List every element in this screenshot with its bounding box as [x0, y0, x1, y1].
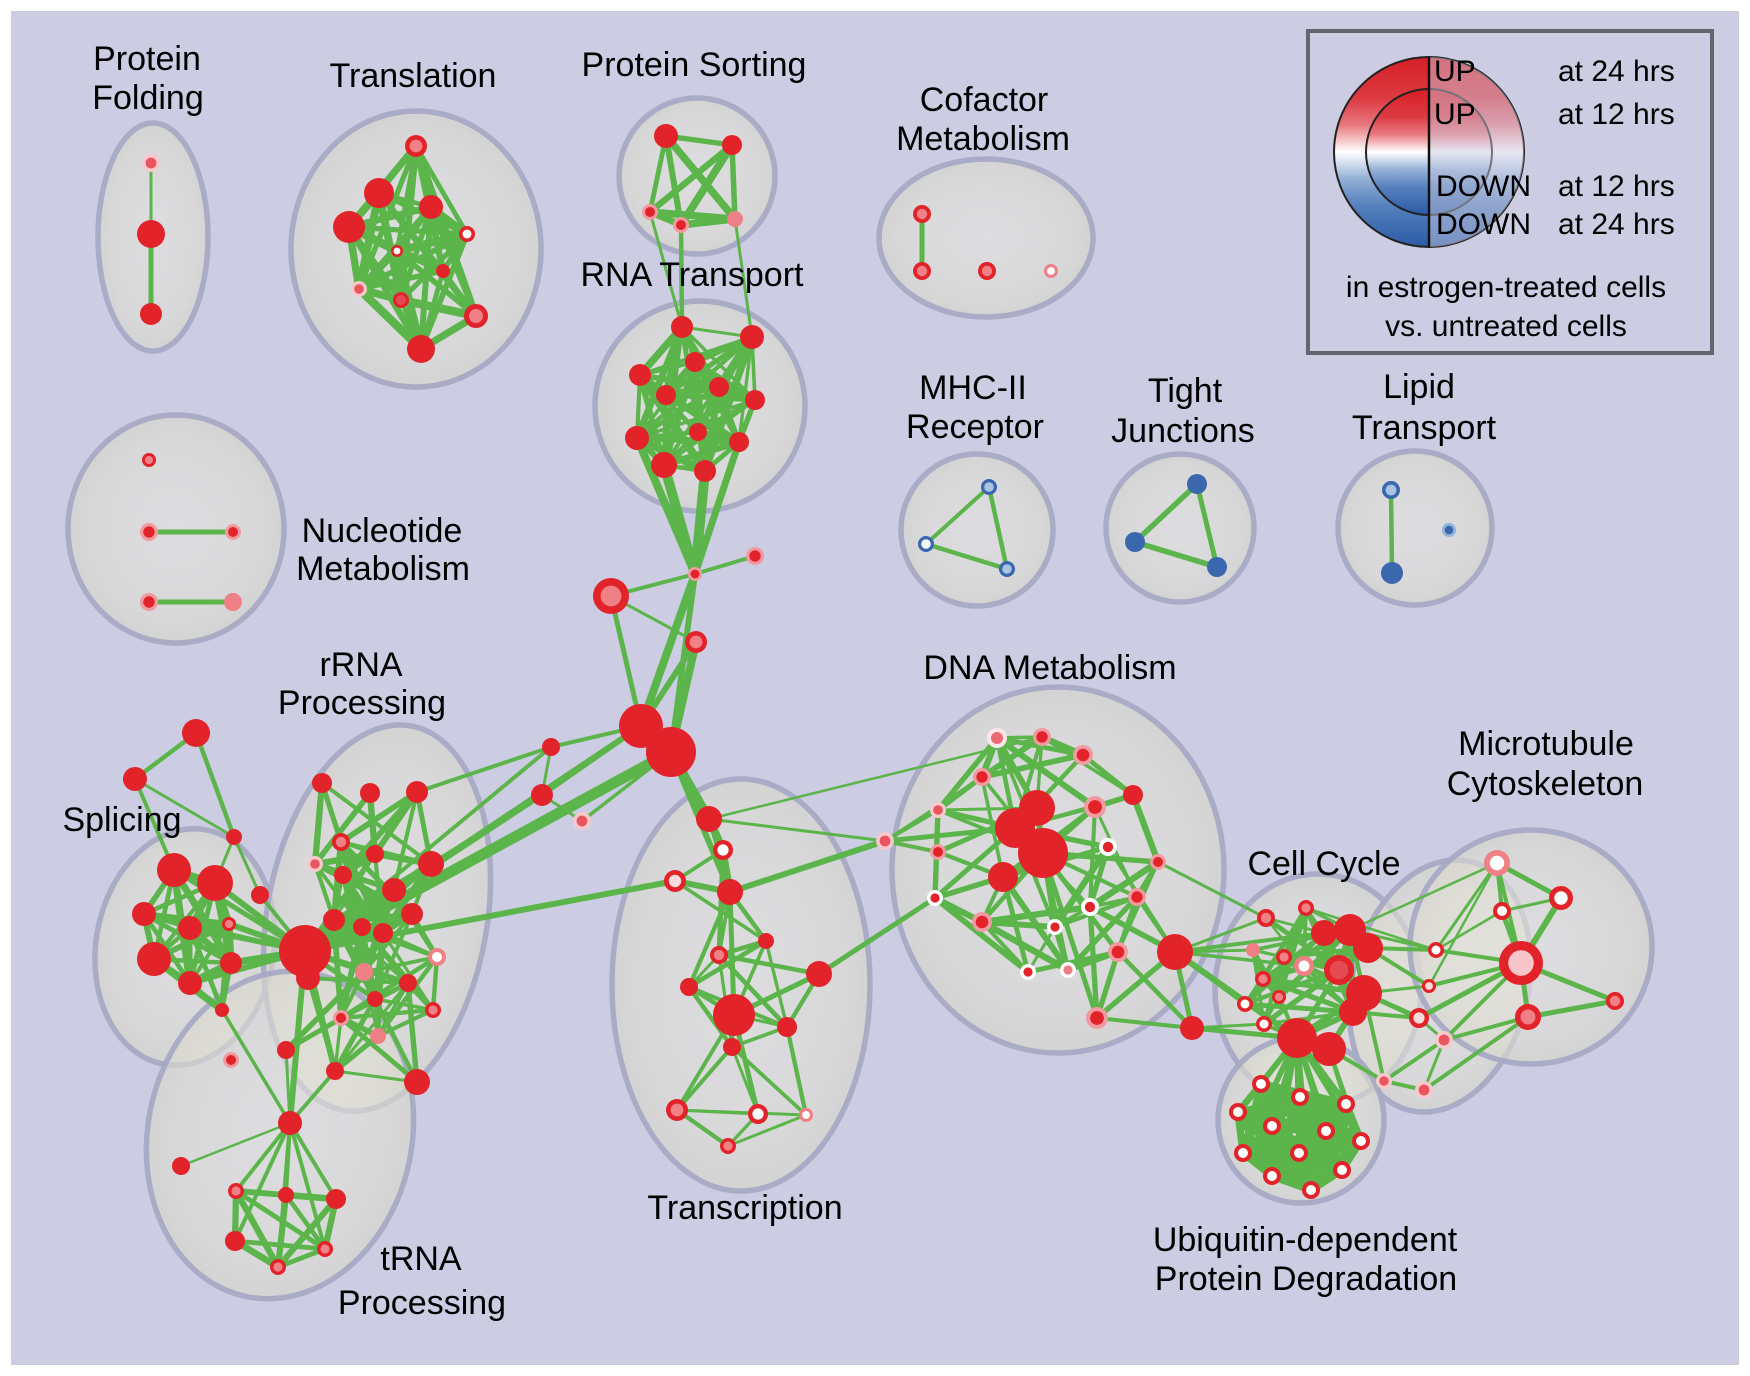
svg-text:Transport: Transport — [1352, 409, 1497, 447]
svg-text:Metabolism: Metabolism — [896, 120, 1070, 158]
svg-text:DOWN: DOWN — [1436, 170, 1531, 203]
svg-text:UP: UP — [1434, 55, 1476, 88]
svg-text:Protein Degradation: Protein Degradation — [1155, 1260, 1457, 1298]
svg-text:UP: UP — [1434, 98, 1476, 131]
svg-text:rRNA: rRNA — [319, 646, 402, 684]
svg-text:Lipid: Lipid — [1383, 368, 1455, 406]
svg-text:RNA Transport: RNA Transport — [581, 256, 805, 294]
svg-text:Metabolism: Metabolism — [296, 550, 470, 588]
svg-text:Cytoskeleton: Cytoskeleton — [1447, 765, 1644, 803]
svg-text:Folding: Folding — [92, 79, 204, 117]
svg-text:Splicing: Splicing — [62, 801, 181, 839]
svg-text:vs. untreated cells: vs. untreated cells — [1385, 310, 1627, 343]
svg-text:at 12 hrs: at 12 hrs — [1558, 98, 1675, 131]
svg-text:Cofactor: Cofactor — [920, 81, 1049, 119]
svg-text:Receptor: Receptor — [906, 408, 1044, 446]
svg-text:Nucleotide: Nucleotide — [302, 512, 463, 550]
svg-text:Junctions: Junctions — [1111, 412, 1255, 450]
svg-text:in estrogen-treated cells: in estrogen-treated cells — [1346, 271, 1666, 304]
svg-text:Processing: Processing — [278, 684, 446, 722]
svg-text:MHC-II: MHC-II — [919, 369, 1027, 407]
svg-text:DOWN: DOWN — [1436, 208, 1531, 241]
svg-text:Protein: Protein — [93, 40, 201, 78]
svg-text:DNA Metabolism: DNA Metabolism — [923, 649, 1176, 687]
svg-text:Cell Cycle: Cell Cycle — [1247, 845, 1400, 883]
svg-text:at 24 hrs: at 24 hrs — [1558, 55, 1675, 88]
svg-text:Protein Sorting: Protein Sorting — [582, 46, 807, 84]
svg-text:Transcription: Transcription — [647, 1189, 842, 1227]
svg-text:at 12 hrs: at 12 hrs — [1558, 170, 1675, 203]
svg-text:tRNA: tRNA — [380, 1240, 462, 1278]
svg-text:Ubiquitin-dependent: Ubiquitin-dependent — [1153, 1221, 1458, 1259]
svg-text:Tight: Tight — [1148, 372, 1223, 410]
svg-text:Processing: Processing — [338, 1284, 506, 1322]
svg-text:at 24 hrs: at 24 hrs — [1558, 208, 1675, 241]
svg-text:Translation: Translation — [330, 57, 497, 95]
svg-text:Microtubule: Microtubule — [1458, 725, 1634, 763]
